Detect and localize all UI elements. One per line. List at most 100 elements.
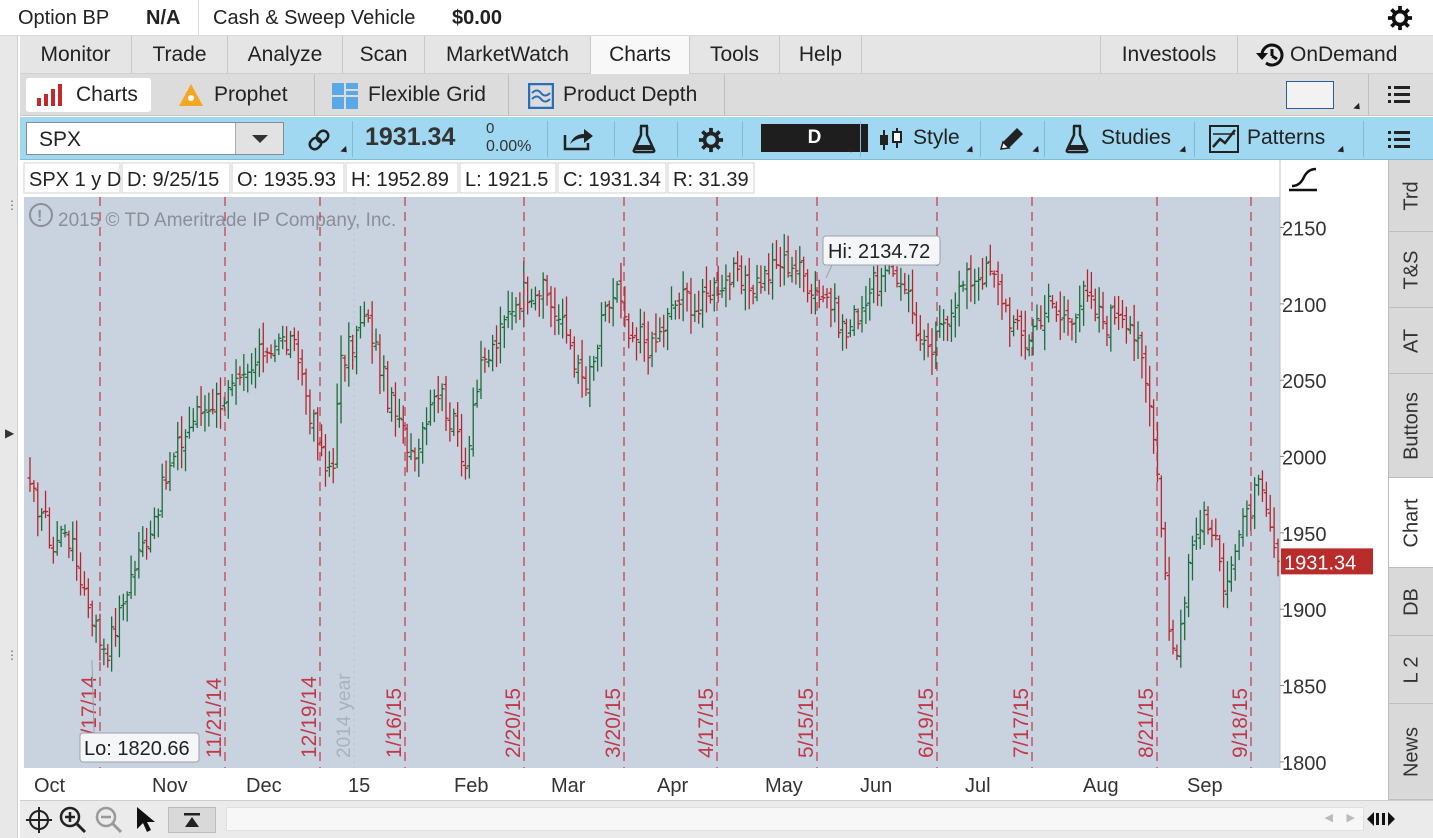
zoom-out-icon[interactable] — [94, 805, 124, 835]
tab-trade[interactable]: Trade — [132, 36, 228, 74]
price-bar — [501, 315, 507, 349]
flask-icon[interactable] — [632, 124, 656, 154]
price-bar — [707, 280, 713, 304]
rtab-buttons[interactable]: Buttons — [1389, 374, 1433, 478]
price-bar — [459, 413, 465, 477]
price-bar — [431, 389, 437, 423]
price-bar — [128, 555, 134, 599]
chart-settings-gear-icon[interactable] — [698, 127, 724, 153]
studies-menu[interactable]: Studies — [1101, 126, 1172, 149]
price-bar — [1015, 309, 1021, 330]
subtab-flexible-grid[interactable]: Flexible Grid — [330, 78, 510, 112]
price-bar — [462, 447, 468, 480]
pointer-cursor-icon[interactable] — [134, 805, 158, 835]
x-month-label: Feb — [454, 775, 488, 797]
rtab-time-sales[interactable]: T&S — [1389, 232, 1433, 308]
ohlc-header-field: H: 1952.89 — [351, 169, 449, 191]
crosshair-icon[interactable] — [26, 805, 52, 833]
drag-handle-icon-lower[interactable]: ⋮ — [6, 648, 18, 662]
candle-style-icon[interactable] — [878, 127, 904, 153]
studies-flask-icon[interactable] — [1065, 124, 1089, 154]
ohlc-chart[interactable]: SPX 1 y D D: 9/25/15 O: 1935.93 H: 1952.89 L… — [20, 160, 1388, 800]
patterns-menu[interactable]: Patterns — [1247, 126, 1326, 149]
price-bar — [579, 339, 585, 398]
symbol-input[interactable]: SPX — [26, 122, 284, 155]
flexible-grid-icon — [332, 83, 358, 109]
drag-handle-icon[interactable]: ⋮ — [6, 198, 18, 212]
price-bar — [1139, 331, 1145, 379]
info-icon: ! — [29, 203, 53, 227]
price-bar — [614, 281, 620, 303]
collapse-arrow-icon — [184, 813, 200, 827]
price-bar — [1221, 543, 1227, 608]
price-bar — [1271, 507, 1277, 558]
link-chain-icon[interactable] — [306, 127, 332, 153]
layout-dropdown-icon[interactable] — [1353, 102, 1363, 113]
tab-tools[interactable]: Tools — [690, 36, 780, 74]
price-bar — [665, 308, 671, 351]
patterns-icon[interactable] — [1209, 125, 1239, 153]
subtab-prophet[interactable]: Prophet — [168, 78, 318, 112]
tab-analyze[interactable]: Analyze — [228, 36, 343, 74]
price-bar — [851, 305, 857, 336]
expand-left-panel-icon[interactable]: ▶ — [5, 426, 15, 440]
price-bar — [1213, 518, 1219, 541]
rtab-db[interactable]: DB — [1389, 568, 1433, 636]
price-bar — [105, 644, 111, 668]
tab-marketwatch[interactable]: MarketWatch — [425, 36, 591, 74]
subnav-menu-icon[interactable] — [1388, 84, 1410, 104]
price-bar — [497, 306, 503, 364]
layout-selector[interactable] — [1286, 81, 1334, 109]
tab-help[interactable]: Help — [780, 36, 862, 74]
share-icon[interactable] — [562, 127, 594, 151]
settings-gear-icon[interactable] — [1386, 5, 1414, 31]
investools-link[interactable]: Investools — [1100, 36, 1238, 74]
price-bar — [505, 290, 511, 329]
studies-dropdown-icon — [1179, 145, 1189, 156]
rtab-chart[interactable]: Chart — [1389, 478, 1433, 568]
price-bar — [159, 463, 165, 518]
price-bar — [276, 333, 282, 356]
scroll-right-icon[interactable]: ▶ — [1346, 812, 1355, 824]
subtab-charts-label: Charts — [76, 83, 138, 106]
expiration-date-label: 6/19/15 — [915, 688, 938, 758]
tab-scan[interactable]: Scan — [343, 36, 425, 74]
left-panel-rail[interactable]: ⋮ ▶ ⋮ — [0, 36, 18, 838]
price-chart[interactable]: SPX 1 y D D: 9/25/15 O: 1935.93 H: 1952.89 L… — [20, 160, 1388, 800]
ohlc-header-field: L: 1921.5 — [465, 169, 548, 191]
tab-charts[interactable]: Charts — [591, 36, 690, 74]
price-bar — [855, 308, 861, 330]
rtab-level2[interactable]: L 2 — [1389, 636, 1433, 704]
tab-monitor[interactable]: Monitor — [20, 36, 132, 74]
subtab-product-depth[interactable]: Product Depth — [526, 78, 726, 112]
price-bar — [921, 329, 927, 361]
price-bar — [964, 262, 970, 310]
price-bar — [863, 285, 869, 324]
scroll-left-icon[interactable]: ◀ — [1324, 812, 1333, 824]
horizontal-scrollbar[interactable]: ◀ ▶ — [226, 807, 1364, 831]
expand-time-axis-icon[interactable] — [1367, 810, 1395, 828]
y-tick-label: 2050 — [1282, 371, 1327, 393]
price-bar — [766, 253, 772, 295]
ondemand-button[interactable]: OnDemand — [1290, 43, 1398, 66]
subtab-charts[interactable]: Charts — [26, 78, 151, 112]
price-bar — [925, 323, 931, 358]
collapse-toolbar-button[interactable] — [168, 807, 216, 833]
style-menu[interactable]: Style — [913, 126, 960, 149]
price-bar — [941, 309, 947, 341]
aggregation-period-selector[interactable]: D — [761, 124, 868, 152]
symbol-dropdown-icon[interactable] — [235, 123, 283, 154]
price-bar — [202, 395, 208, 432]
rtab-at[interactable]: AT — [1389, 308, 1433, 374]
zoom-in-icon[interactable] — [58, 805, 88, 835]
rtab-news[interactable]: News — [1389, 704, 1433, 800]
chart-menu-icon[interactable] — [1388, 129, 1410, 149]
drawing-pencil-icon[interactable] — [998, 126, 1026, 152]
price-bar — [711, 277, 717, 312]
price-bar — [1135, 321, 1141, 359]
charts-sub-nav: Charts Prophet Flexible Grid Product Dep… — [20, 74, 1433, 116]
ondemand-clock-icon[interactable] — [1254, 41, 1286, 69]
rtab-trd[interactable]: Trd — [1389, 160, 1433, 232]
x-month-label: Jun — [860, 775, 892, 797]
main-nav: Monitor Trade Analyze Scan MarketWatch C… — [20, 36, 1433, 74]
